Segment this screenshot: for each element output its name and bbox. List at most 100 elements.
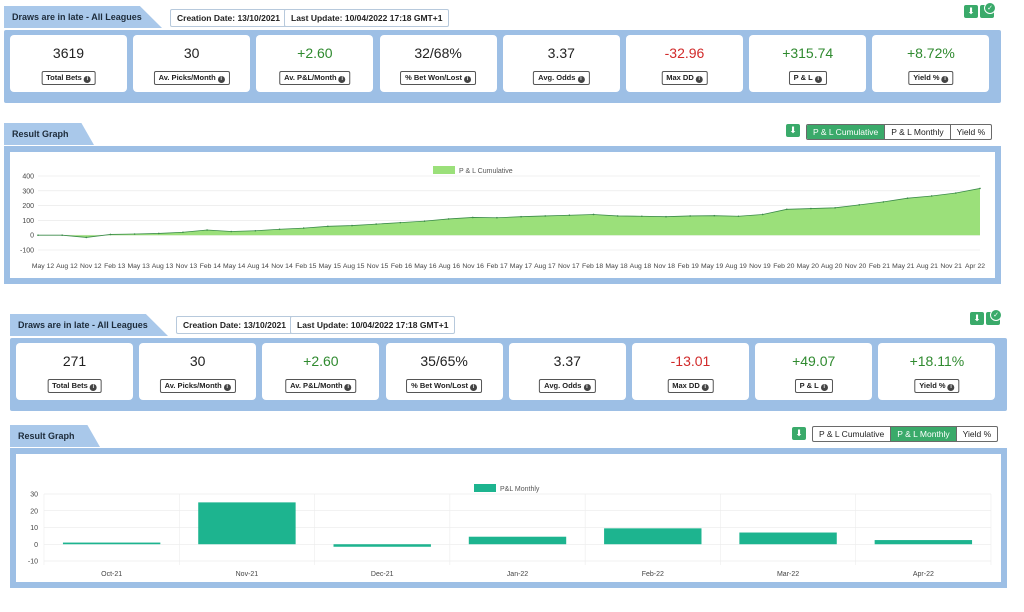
info-icon[interactable]: i [820,384,828,391]
data-point [157,232,160,235]
result-graph-tab: Result Graph [10,425,100,447]
download-icon[interactable]: ⬇ [964,5,978,18]
data-point [713,214,716,217]
stat-card: +18.11% Yield % i [878,343,996,400]
x-tick-label: Feb 16 [391,263,412,270]
toggle-pl-cumulative[interactable]: P & L Cumulative [807,125,886,139]
data-point [85,236,88,239]
cumulative-line [38,188,981,238]
y-tick-label: -100 [20,248,34,255]
y-tick-label: 30 [30,492,38,499]
stat-label-text: Avg. Odds [544,381,582,390]
stat-value: 271 [62,353,87,369]
info-icon[interactable]: i [217,76,225,83]
x-tick-label: Nov 16 [462,263,484,270]
info-icon[interactable]: i [344,384,352,391]
stat-value: 3619 [52,45,85,61]
x-tick-label: Nov 19 [749,263,771,270]
stat-label: Av. Picks/Month i [153,71,230,85]
download-icon[interactable]: ⬇ [970,312,984,325]
info-icon[interactable]: i [695,76,703,83]
info-icon[interactable]: i [941,76,949,83]
y-tick-label: 200 [22,203,34,210]
x-tick-label: Feb 20 [773,263,794,270]
legend-swatch[interactable] [433,166,455,174]
x-tick-label: Feb 14 [200,263,221,270]
stat-card: 35/65% % Bet Won/Lost i [385,343,503,400]
info-icon[interactable]: i [338,76,346,83]
stat-label-text: Max DD [672,381,700,390]
data-point [447,218,450,220]
x-tick-label: Feb 18 [582,263,603,270]
toggle-pl-monthly[interactable]: P & L Monthly [885,125,951,139]
x-tick-label: Nov 17 [558,263,580,270]
toggle-yield[interactable]: Yield % [956,127,986,137]
stat-value: 3.37 [553,353,581,369]
result-graph-tab: Result Graph [4,123,94,145]
x-tick-label: Aug 19 [725,263,747,270]
x-tick-label: May 16 [414,263,437,270]
info-icon[interactable]: i [464,76,472,83]
info-icon[interactable]: i [583,384,591,391]
data-point [133,233,136,235]
bar-nov-21[interactable] [198,502,296,545]
info-icon[interactable]: i [577,76,585,83]
x-tick-label: Aug 17 [534,263,556,270]
legend-label[interactable]: P&L Monthly [500,486,540,493]
system-title-tab: Draws are in late - All Leagues [4,6,162,28]
bar-jan-22[interactable] [468,536,567,545]
bar-mar-22[interactable] [739,532,837,545]
info-icon[interactable]: i [83,76,91,83]
x-tick-label: Aug 13 [152,263,174,270]
data-point [423,220,426,222]
stat-value: 32/68% [414,45,462,61]
bar-apr-22[interactable] [874,540,973,545]
stat-card: 3.37 Avg. Odds i [508,343,626,400]
stat-card: 3619 Total Bets i [10,35,127,92]
data-point [37,234,39,236]
stat-value: +18.11% [909,353,965,369]
legend-label[interactable]: P & L Cumulative [459,168,513,175]
info-icon[interactable]: i [814,76,822,83]
data-point [471,216,474,219]
stat-value: +49.07 [792,353,836,369]
x-tick-label: Aug 16 [438,263,460,270]
stat-label: Avg. Odds i [533,71,590,85]
graph-download-icon[interactable]: ⬇ [786,124,800,137]
stat-label-text: P & L [793,73,813,82]
stat-value: -13.01 [670,353,711,369]
x-tick-label: May 21 [892,263,915,270]
bar-feb-22[interactable] [604,528,702,545]
stat-label-text: % Bet Won/Lost [405,73,463,82]
x-tick-label: Aug 20 [821,263,843,270]
info-icon[interactable]: i [89,384,97,391]
info-icon[interactable]: i [223,384,231,391]
stat-value: +8.72% [906,45,955,61]
x-tick-label: May 17 [510,263,533,270]
info-icon[interactable]: i [701,384,709,391]
stat-value: 3.37 [547,45,575,61]
toggle-pl-cumulative[interactable]: P & L Cumulative [813,427,892,441]
cumulative-area [38,188,980,238]
stat-label: Max DD i [667,379,714,393]
stats-panel: 271 Total Bets i 30 Av. Picks/Month i +2.60 Av.… [10,338,1007,411]
graph-area: -10 0 10 20 30 Oct-21 Nov-21 Dec-21 Jan-22 Feb-22… [16,454,1001,582]
stat-card: -32.96 Max DD i [626,35,743,92]
toggle-yield[interactable]: Yield % [962,429,992,439]
info-icon[interactable]: i [947,384,955,391]
y-tick-label: 0 [30,233,34,240]
bar-dec-21[interactable] [333,544,431,547]
graph-frame: -100 0 100 200 300 400 May 12 Aug 12 Nov 12 Feb 1… [4,146,1001,284]
data-point [520,215,522,218]
info-icon[interactable]: i [470,384,478,391]
stat-label-text: Av. Picks/Month [158,73,216,82]
x-tick-label: Feb 13 [104,263,125,270]
bar-oct-21[interactable] [62,542,161,545]
graph-download-icon[interactable]: ⬇ [792,427,806,440]
legend-swatch[interactable] [474,484,496,492]
stat-value: +315.74 [782,45,834,61]
toggle-pl-monthly[interactable]: P & L Monthly [891,427,957,441]
